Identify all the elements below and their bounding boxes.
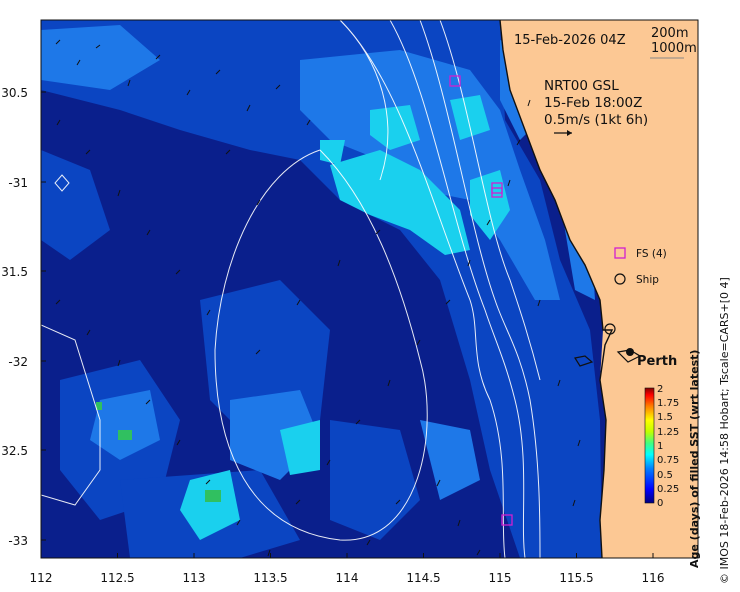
sst-green-specks	[96, 402, 221, 502]
colorbar-tick: 0.75	[657, 455, 679, 466]
perth-coast-detail	[574, 349, 642, 367]
timestamp-label: 15-Feb-2026 04Z	[514, 33, 626, 48]
coastline	[499, 20, 614, 558]
isobath-1000-label: 1000m	[651, 41, 697, 56]
plot-frame	[40, 19, 699, 559]
x-tick: 114	[336, 571, 359, 585]
current-title-line2: 15-Feb 18:00Z	[544, 95, 642, 111]
credit-text: © IMOS 18-Feb-2026 14:58 Hobart; Tscale=…	[718, 277, 731, 584]
y-tick: -31	[8, 176, 28, 190]
axis-tick-marks	[40, 91, 654, 558]
colorbar-tick: 2	[657, 384, 663, 395]
y-tick: 30.5	[1, 86, 28, 100]
x-tick: 115	[489, 571, 512, 585]
colorbar-label: Age (days) of filled SST (wrt latest)	[688, 350, 701, 568]
x-tick: 114.5	[406, 571, 440, 585]
x-tick: 112.5	[100, 571, 134, 585]
y-tick: 32.5	[1, 444, 28, 458]
current-title-line1: NRT00 GSL	[544, 78, 619, 94]
colorbar-tick: 1.5	[657, 412, 673, 423]
perth-dot	[626, 348, 634, 356]
y-tick: 31.5	[1, 265, 28, 279]
y-tick: -32	[8, 355, 28, 369]
x-axis-ticks: 112 112.5 113 113.5 114 114.5 115 115.5 …	[30, 571, 665, 585]
current-scale-arrow	[554, 130, 572, 136]
isobath-200-label: 200m	[651, 26, 688, 41]
y-tick: -33	[8, 534, 28, 548]
legend-ship-label: Ship	[636, 274, 659, 286]
isobath-lines	[41, 20, 541, 558]
current-title-line3: 0.5m/s (1kt 6h)	[544, 112, 648, 128]
sst-cyan-patches	[180, 95, 510, 540]
colorbar-tick: 0	[657, 498, 663, 509]
legend-fs-label: FS (4)	[636, 248, 667, 260]
city-label-perth: Perth	[637, 354, 677, 369]
colorbar-gradient	[644, 387, 655, 504]
x-tick: 112	[30, 571, 53, 585]
colorbar-tick: 1.75	[657, 398, 679, 409]
y-axis-ticks: 30.5 -31 31.5 -32 32.5 -33	[1, 86, 28, 548]
colorbar-tick: 1.25	[657, 427, 679, 438]
colorbar-tick: 0.5	[657, 470, 673, 481]
legend-ship-icon	[614, 273, 626, 285]
colorbar-tick: 0.25	[657, 484, 679, 495]
x-tick: 115.5	[559, 571, 593, 585]
fs-markers	[449, 75, 513, 526]
colorbar-tick: 1	[657, 441, 663, 452]
x-tick: 116	[642, 571, 665, 585]
x-tick: 113.5	[253, 571, 287, 585]
x-tick: 113	[183, 571, 206, 585]
current-vectors	[55, 39, 581, 557]
legend-fs-icon	[614, 247, 626, 259]
colorbar-ticks: 2 1.75 1.5 1.25 1 0.75 0.5 0.25 0	[657, 384, 679, 509]
ship-marker	[604, 323, 616, 335]
